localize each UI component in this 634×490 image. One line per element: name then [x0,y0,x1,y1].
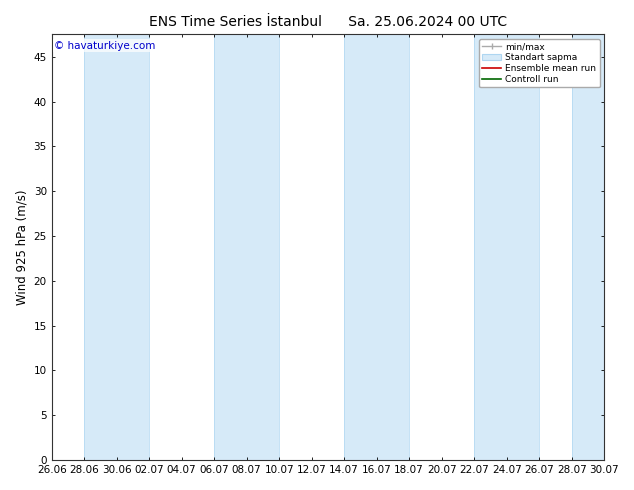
Bar [572,34,634,460]
Bar [474,34,539,460]
Title: ENS Time Series İstanbul      Sa. 25.06.2024 00 UTC: ENS Time Series İstanbul Sa. 25.06.2024 … [149,15,507,29]
Legend: min/max, Standart sapma, Ensemble mean run, Controll run: min/max, Standart sapma, Ensemble mean r… [479,39,600,88]
Bar [214,34,279,460]
Y-axis label: Wind 925 hPa (m/s): Wind 925 hPa (m/s) [15,190,28,305]
Bar [344,34,409,460]
Bar [84,34,149,460]
Text: © havaturkiye.com: © havaturkiye.com [55,41,156,51]
